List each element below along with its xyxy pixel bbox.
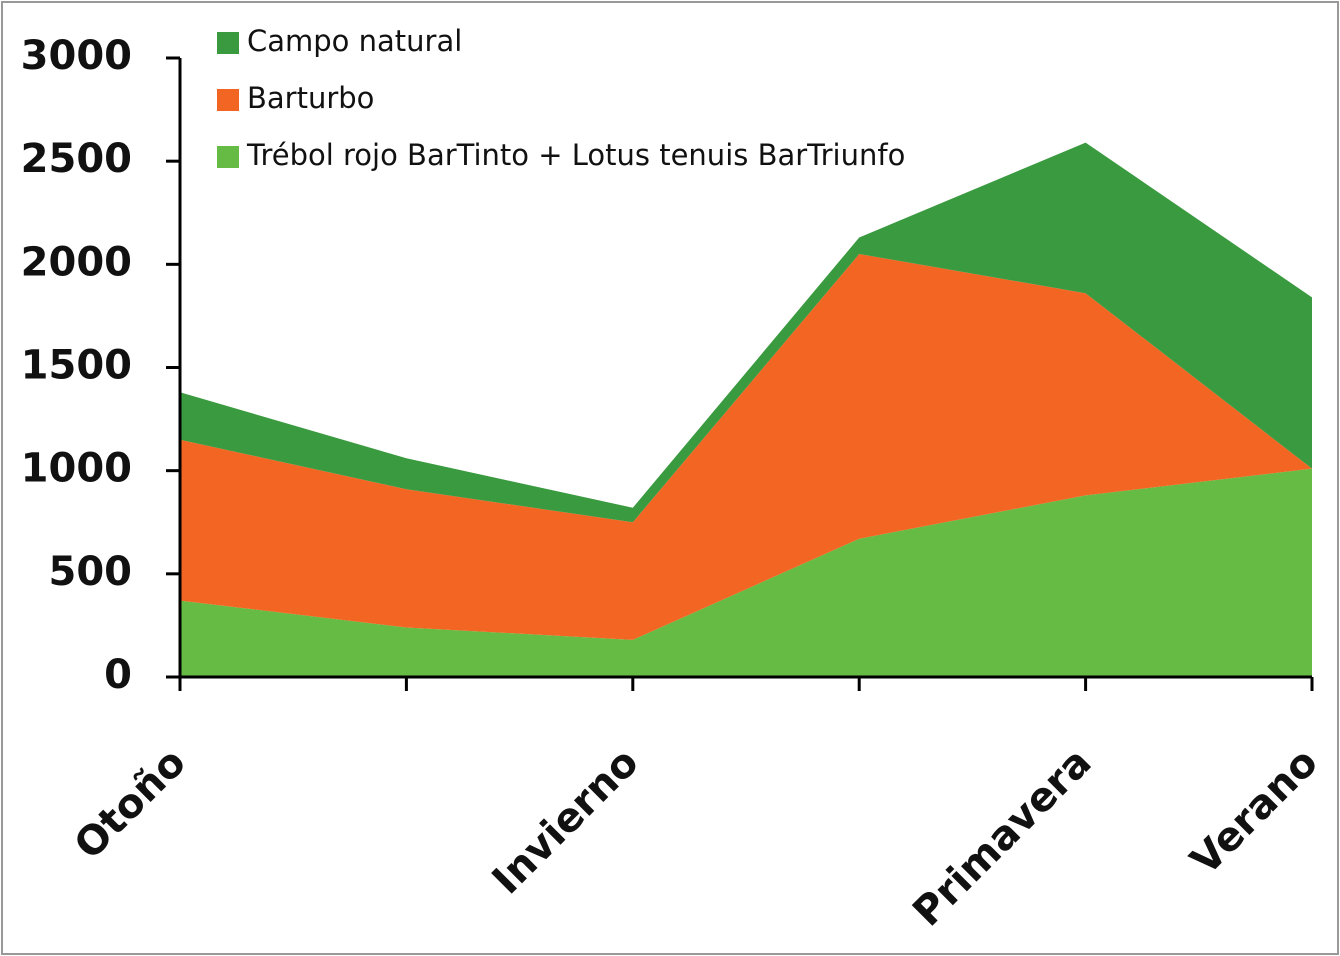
- legend-label: Barturbo: [247, 81, 374, 115]
- area: [180, 142, 1312, 523]
- y-tick-label: 2500: [21, 136, 132, 182]
- y-tick-label: 500: [49, 549, 133, 595]
- area: [180, 254, 1312, 640]
- legend-label: Trébol rojo BarTinto + Lotus tenuis BarT…: [246, 138, 905, 172]
- legend-swatch: [217, 32, 239, 54]
- y-tick-label: 3000: [21, 33, 132, 79]
- y-tick-label: 2000: [21, 239, 132, 285]
- y-tick-label: 0: [104, 652, 132, 698]
- legend-label: Campo natural: [247, 24, 462, 58]
- y-tick-label: 1000: [21, 446, 132, 492]
- area: [180, 468, 1312, 677]
- y-tick-label: 1500: [21, 343, 132, 389]
- legend-swatch: [217, 89, 239, 111]
- legend-swatch: [217, 146, 239, 168]
